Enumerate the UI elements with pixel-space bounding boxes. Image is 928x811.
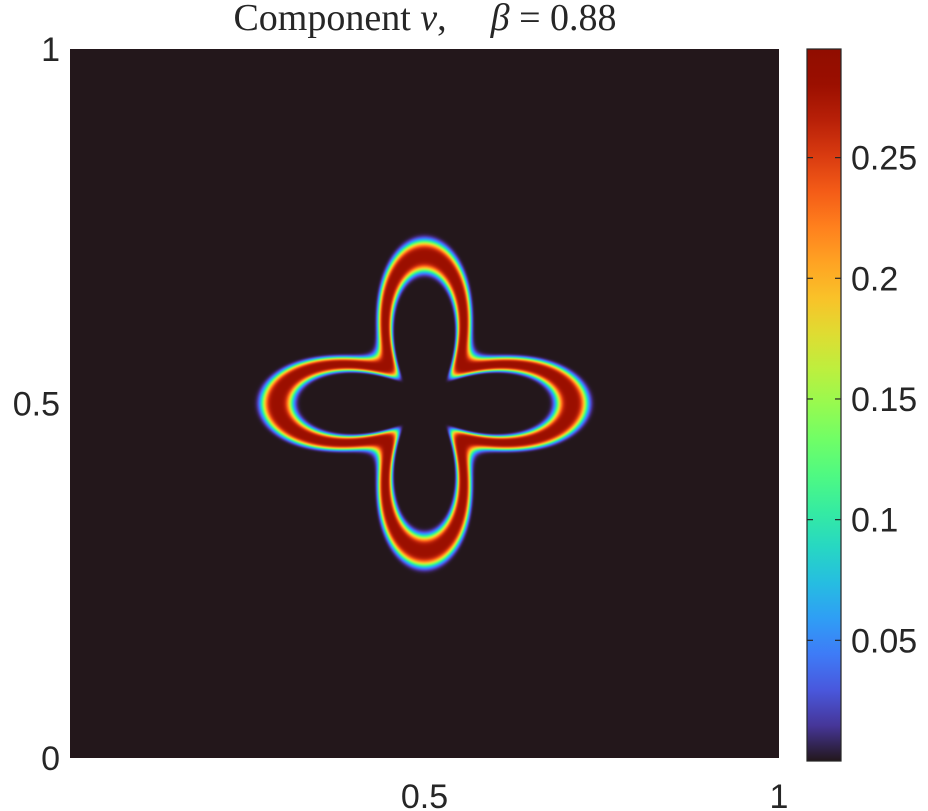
colorbar-ticks: 0.05 0.1 0.15 0.2 0.25 bbox=[807, 140, 917, 660]
chart-title: Component v, β = 0.88 bbox=[233, 0, 616, 39]
heatmap-plot bbox=[70, 49, 779, 758]
y-tick-label: 0.5 bbox=[13, 386, 60, 424]
colorbar-tick-label: 0.1 bbox=[851, 502, 898, 540]
y-axis-ticks: 00.51 bbox=[13, 31, 60, 778]
colorbar-tick-label: 0.05 bbox=[851, 622, 917, 660]
colorbar-gradient bbox=[807, 49, 841, 761]
y-tick-label: 1 bbox=[41, 31, 60, 69]
x-tick-label: 1 bbox=[770, 778, 789, 811]
x-axis-ticks: 0.5 1 bbox=[401, 778, 789, 811]
colorbar: 0.05 0.1 0.15 0.2 0.25 bbox=[806, 48, 917, 762]
colorbar-frame bbox=[806, 48, 842, 762]
colorbar-tick-label: 0.25 bbox=[851, 140, 917, 178]
colorbar-tick-label: 0.15 bbox=[851, 381, 917, 419]
x-tick-label: 0.5 bbox=[401, 778, 448, 811]
colorbar-tick-label: 0.2 bbox=[851, 260, 898, 298]
heatmap-image bbox=[70, 49, 779, 758]
y-tick-label: 0 bbox=[41, 740, 60, 778]
